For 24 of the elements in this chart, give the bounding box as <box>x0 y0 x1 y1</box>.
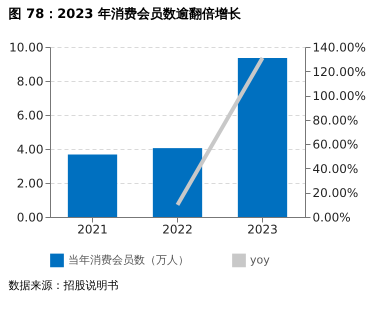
y2-tick-label: 80.00% <box>312 113 358 128</box>
source-note: 数据来源：招股说明书 <box>8 279 119 292</box>
bar <box>152 148 202 217</box>
y-tick-label: 4.00 <box>16 142 44 156</box>
y2-tick-label: 60.00% <box>312 138 358 152</box>
y2-tick-label: 40.00% <box>312 162 358 176</box>
y-tick-label: 10.00 <box>9 40 44 54</box>
x-tick-label: 2021 <box>77 222 108 236</box>
y2-tick-label: 140.00% <box>312 40 366 54</box>
y2-tick-label: 0.00% <box>312 210 351 224</box>
bar <box>68 154 118 217</box>
y2-tick-label: 20.00% <box>312 186 358 200</box>
bar <box>238 58 288 217</box>
legend-label: 当年消费会员数（万人） <box>68 253 189 266</box>
y2-tick-label: 100.00% <box>312 89 366 104</box>
y-tick-label: 2.00 <box>16 176 44 190</box>
y-tick-label: 0.00 <box>16 210 44 224</box>
y2-tick-label: 120.00% <box>312 64 366 79</box>
x-tick-label: 2023 <box>247 222 278 236</box>
legend-label: yoy <box>250 253 270 266</box>
y-tick-label: 6.00 <box>16 108 44 122</box>
y-tick-label: 8.00 <box>16 74 44 88</box>
chart-title: 图 78：2023 年消费会员数逾翻倍增长 <box>8 6 242 22</box>
x-tick-label: 2022 <box>162 222 193 236</box>
